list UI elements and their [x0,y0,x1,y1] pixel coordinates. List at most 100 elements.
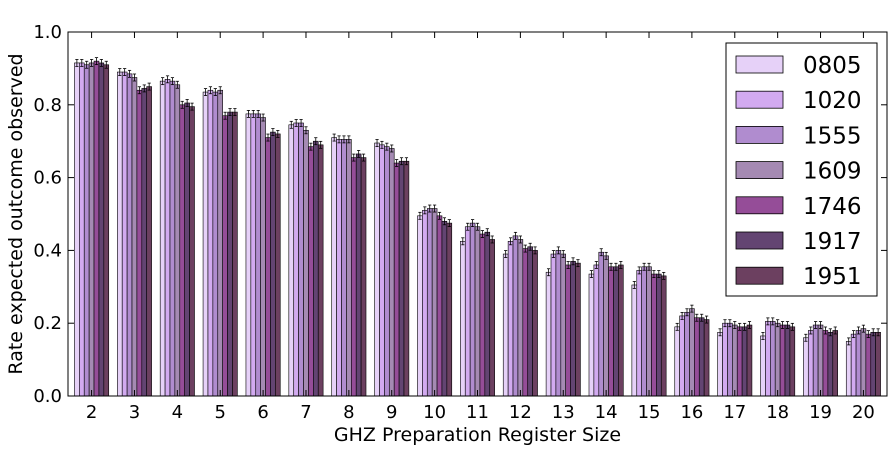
error-bar-1609-11 [475,222,480,231]
bar-1917-14 [613,266,619,397]
error-bar-1555-16 [685,308,689,317]
bar-1020-14 [593,264,600,397]
error-bar-1746-10 [437,211,442,220]
bar-1951-12 [532,250,538,397]
error-bar-1609-15 [647,262,651,271]
legend-swatch-0805 [735,55,784,74]
error-bar-1020-3 [123,68,127,76]
bar-1951-7 [317,144,324,397]
bar-1555-7 [298,122,304,397]
bar-1609-3 [131,77,138,397]
bar-1609-15 [646,266,652,397]
error-bar-1951-14 [619,261,623,269]
error-bar-1020-15 [637,266,641,275]
bar-1951-8 [360,157,367,397]
error-bar-1020-20 [852,330,856,339]
bar-1951-16 [703,319,710,397]
error-bar-1609-9 [390,144,394,153]
error-bar-1020-11 [466,222,470,231]
legend-label-1951: 1951 [803,264,862,290]
error-bar-1917-13 [571,257,575,266]
error-bar-1609-4 [175,80,179,89]
bar-1951-11 [489,239,495,397]
error-bar-1746-5 [223,111,227,120]
error-bar-1951-10 [447,219,451,228]
error-bar-1609-3 [132,73,137,82]
x-tick-label: 4 [172,402,183,423]
bar-0805-13 [545,271,552,397]
bar-0805-3 [117,71,123,397]
x-tick-label: 11 [466,402,489,423]
bar-1609-16 [689,308,695,397]
error-bar-1951-5 [233,108,237,116]
y-tick-label: 0.0 [33,386,62,407]
error-bar-1555-12 [513,231,518,240]
error-bar-1951-13 [576,259,580,268]
x-tick-label: 13 [552,402,575,423]
bar-1746-18 [779,324,786,397]
error-bar-1609-7 [304,126,308,135]
x-tick-label: 9 [386,402,397,423]
error-bar-1555-11 [470,219,475,228]
bar-1555-15 [641,266,647,397]
bar-0805-5 [202,91,209,397]
error-bar-1746-13 [566,261,570,269]
bar-1020-15 [636,270,642,397]
error-bar-1020-9 [380,140,384,149]
bar-1609-11 [474,226,481,397]
bar-1746-3 [136,89,143,397]
error-bar-0805-10 [418,211,422,220]
error-bar-1609-8 [347,135,351,144]
legend-label-1020: 1020 [803,88,862,114]
bar-1746-2 [93,60,100,397]
bar-1609-2 [88,62,95,397]
legend-swatch-1917 [735,231,784,250]
error-bar-1020-13 [551,250,556,258]
x-axis: 2 3 4 5 6 7 8 9 10 11 12 13 14 15 16 17 18 19 20 [86,32,875,423]
bar-1555-10 [426,208,433,397]
x-tick-label: 18 [766,402,789,423]
x-tick-label: 16 [680,402,703,423]
bar-1746-19 [822,330,829,397]
error-bar-1020-4 [165,75,170,84]
x-tick-label: 8 [343,402,354,423]
y-axis: 0.0 0.2 0.4 0.6 0.8 1.0 [33,22,887,407]
bar-1746-17 [736,326,743,397]
error-bar-1917-4 [185,99,189,107]
x-tick-label: 17 [723,402,746,423]
error-bar-1746-16 [695,313,699,322]
bar-1917-18 [784,324,791,397]
error-bar-1609-2 [89,59,94,67]
error-bar-1951-3 [147,82,151,91]
x-tick-label: 6 [257,402,268,423]
error-bar-1555-20 [856,326,861,335]
error-bar-1951-11 [490,235,494,244]
error-bar-1951-17 [747,321,752,329]
error-bar-1020-18 [766,317,770,326]
x-tick-label: 14 [595,402,618,423]
x-tick-label: 5 [214,402,225,423]
bar-1951-20 [875,331,881,397]
bar-1020-8 [336,139,342,397]
bar-1917-2 [98,62,105,397]
error-bar-1555-19 [814,321,818,329]
error-bar-1917-19 [828,328,832,337]
x-tick-label: 15 [638,402,661,423]
error-bar-1555-7 [299,119,303,127]
error-bar-1020-12 [508,237,513,246]
x-tick-label: 10 [423,402,446,423]
error-bar-1555-9 [385,142,389,151]
bar-1951-6 [275,133,281,397]
bar-1746-5 [222,115,228,397]
bar-1609-5 [217,89,223,397]
error-bar-1951-2 [104,60,108,69]
bar-1555-14 [598,251,604,397]
error-bar-1555-4 [170,77,175,86]
bar-1746-4 [179,104,185,397]
error-bar-1555-8 [342,135,346,144]
bar-1609-6 [260,117,266,397]
error-bar-1746-12 [523,244,527,253]
bar-1746-7 [308,146,314,397]
bar-1917-19 [827,331,834,397]
error-bar-1917-14 [614,262,618,271]
